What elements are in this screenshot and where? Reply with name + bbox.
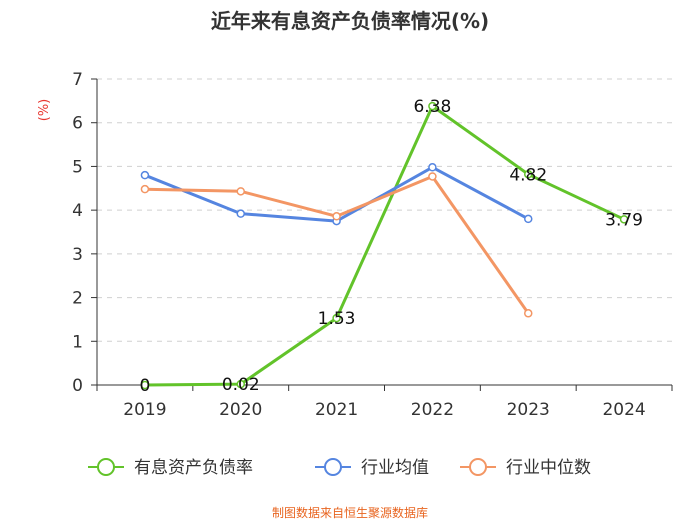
data-label: 4.82 [509,165,547,185]
x-tick-label: 2022 [411,400,454,420]
data-label: 0 [140,376,151,396]
y-tick-label: 3 [72,245,83,265]
y-tick-label: 7 [72,70,83,90]
y-tick-label: 1 [72,332,83,352]
data-point[interactable] [524,170,533,179]
series [140,101,629,390]
y-tick-label: 5 [72,157,83,177]
data-point[interactable] [428,172,437,181]
data-point[interactable] [236,187,245,196]
y-tick-label: 6 [72,114,83,134]
legend: 有息资产负债率 行业均值 行业中位数 [88,458,591,478]
y-tick-label: 0 [72,376,83,396]
data-label: 6.38 [413,97,451,117]
data-label: 1.53 [318,309,356,329]
data-point[interactable] [619,215,629,224]
series-line-0 [144,104,625,387]
x-tick-label: 2021 [315,400,358,420]
legend-item[interactable]: 有息资产负债率 [134,458,253,478]
data-point[interactable] [236,379,245,389]
data-point[interactable] [140,380,150,390]
x-tick-label: 2020 [219,400,262,420]
data-point[interactable] [428,101,437,111]
data-point[interactable] [236,209,245,218]
axes: 0 1 2 3 4 5 6 7 2019 2020 2021 2022 2023 2024 [72,70,673,420]
data-point[interactable] [524,214,533,224]
data-point[interactable] [332,212,341,221]
source-note: 制图数据来自恒生聚源数据库 [272,505,428,520]
data-point[interactable] [332,313,341,323]
data-point[interactable] [140,170,150,180]
legend-swatch-marker [97,458,115,476]
data-point[interactable] [524,309,533,318]
data-labels: 0 0.02 1.53 6.38 4.82 3.79 [140,97,644,396]
data-label: 3.79 [605,210,643,230]
legend-swatch-marker [469,458,487,476]
x-tick-label: 2019 [123,400,166,420]
y-axis-unit: (%) [37,99,52,122]
legend-item[interactable]: 行业中位数 [506,458,591,478]
data-point[interactable] [140,184,150,194]
legend-swatch-marker [324,458,342,476]
data-label: 0.02 [222,375,260,395]
chart-title: 近年来有息资产负债率情况(%) [211,9,489,33]
legend-item[interactable]: 行业均值 [361,458,429,478]
data-point[interactable] [428,163,437,172]
y-tick-label: 2 [72,289,83,309]
y-tick-label: 4 [72,201,83,221]
x-tick-label: 2024 [602,400,645,420]
x-tick-label: 2023 [507,400,550,420]
